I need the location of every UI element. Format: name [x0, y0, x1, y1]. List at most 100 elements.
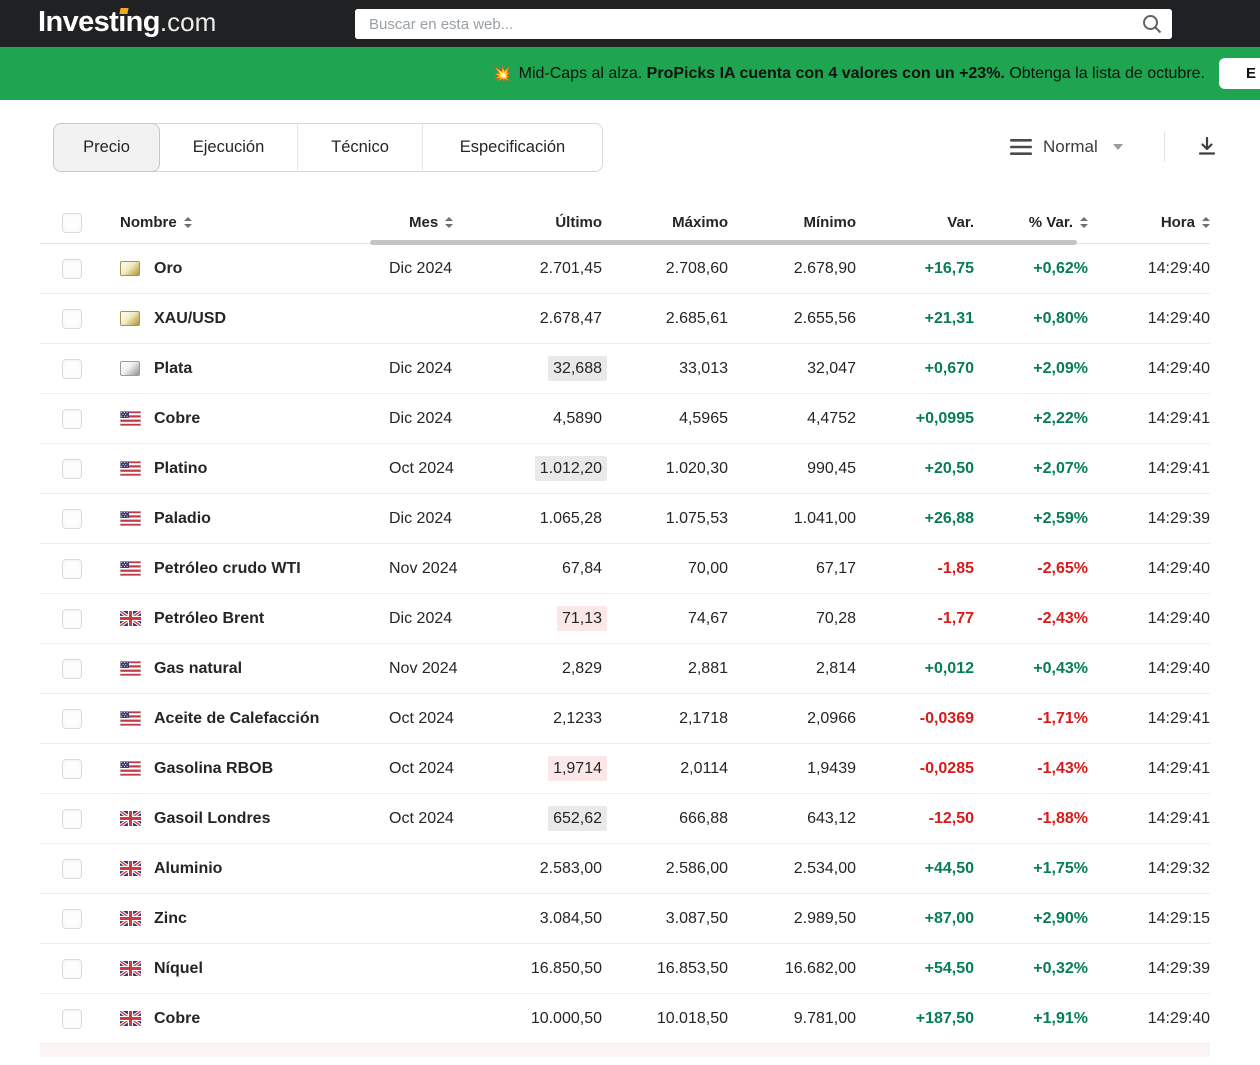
month-cell: Oct 2024 — [389, 459, 454, 477]
table-row[interactable]: Aluminio 2.583,00 2.586,00 2.534,00 +44,… — [40, 844, 1210, 894]
firecracker-icon: 💥 — [492, 65, 512, 83]
commodity-name-link[interactable]: Petróleo crudo WTI — [154, 559, 301, 577]
sort-arrows-icon — [445, 217, 454, 228]
search-icon[interactable] — [1141, 13, 1163, 35]
column-header-nombre[interactable]: Nombre — [100, 214, 349, 231]
table-row[interactable]: Paladio Dic 2024 1.065,28 1.075,53 1.041… — [40, 494, 1210, 544]
download-button[interactable] — [1193, 133, 1221, 161]
header-checkbox-cell — [40, 212, 100, 233]
search-input[interactable] — [355, 9, 1172, 39]
table-row[interactable]: Cobre 10.000,50 10.018,50 9.781,00 +187,… — [40, 994, 1210, 1044]
us-flag-icon — [120, 761, 141, 776]
silver-bar-icon — [120, 361, 141, 376]
row-checkbox[interactable] — [62, 558, 82, 579]
column-header-minimo[interactable]: Mínimo — [728, 214, 857, 231]
row-checkbox[interactable] — [62, 708, 82, 729]
commodity-name-link[interactable]: Plata — [154, 359, 193, 377]
tab-group: Precio Ejecución Técnico Especificación — [53, 123, 603, 172]
column-header-var-[interactable]: Var. — [856, 214, 974, 231]
commodity-name-link[interactable]: Platino — [154, 459, 208, 477]
table-row[interactable]: Aceite de Calefacción Oct 2024 2,1233 2,… — [40, 694, 1210, 744]
row-checkbox[interactable] — [62, 608, 82, 629]
table-row[interactable]: Níquel 16.850,50 16.853,50 16.682,00 +54… — [40, 944, 1210, 994]
last-cell: 2.678,47 — [539, 309, 602, 327]
commodity-name-link[interactable]: Cobre — [154, 1009, 201, 1027]
select-all-checkbox[interactable] — [62, 212, 82, 233]
change-cell: +0,670 — [924, 359, 974, 377]
column-header-hora[interactable]: Hora — [1088, 214, 1210, 231]
gold-bar-icon — [120, 311, 141, 326]
horizontal-scrollbar[interactable] — [370, 240, 1077, 245]
commodity-name-link[interactable]: Gasolina RBOB — [154, 759, 274, 777]
change-pct-cell: +2,59% — [1033, 509, 1088, 527]
high-cell: 16.853,50 — [656, 959, 728, 977]
table-row[interactable]: Gasolina RBOB Oct 2024 1,9714 2,0114 1,9… — [40, 744, 1210, 794]
last-cell: 1.065,28 — [539, 509, 602, 527]
commodity-name-link[interactable]: Gasoil Londres — [154, 809, 271, 827]
tab-tecnico[interactable]: Técnico — [298, 124, 423, 171]
table-row[interactable]: Plata Dic 2024 32,688 33,013 32,047 +0,6… — [40, 344, 1210, 394]
tab-precio[interactable]: Precio — [53, 123, 160, 172]
row-checkbox[interactable] — [62, 508, 82, 529]
commodity-name-link[interactable]: Petróleo Brent — [154, 609, 265, 627]
row-checkbox[interactable] — [62, 458, 82, 479]
view-mode-button[interactable]: Normal — [1010, 133, 1123, 161]
row-checkbox[interactable] — [62, 658, 82, 679]
table-row[interactable]: Petróleo crudo WTI Nov 2024 67,84 70,00 … — [40, 544, 1210, 594]
row-checkbox[interactable] — [62, 258, 82, 279]
low-cell: 1,9439 — [807, 759, 856, 777]
row-checkbox[interactable] — [62, 358, 82, 379]
row-checkbox[interactable] — [62, 408, 82, 429]
row-checkbox[interactable] — [62, 1008, 82, 1029]
month-cell: Dic 2024 — [389, 259, 453, 277]
commodity-name-link[interactable]: Paladio — [154, 509, 211, 527]
commodity-name-link[interactable]: XAU/USD — [154, 309, 227, 327]
tab-ejecucion[interactable]: Ejecución — [160, 124, 298, 171]
banner-cta-button[interactable]: E — [1219, 58, 1260, 89]
table-row[interactable]: Oro Dic 2024 2.701,45 2.708,60 2.678,90 … — [40, 244, 1210, 294]
tab-especificacion[interactable]: Especificación — [423, 124, 602, 171]
sort-arrows-icon — [183, 217, 192, 228]
commodity-name-link[interactable]: Zinc — [154, 909, 187, 927]
table-row[interactable]: XAU/USD 2.678,47 2.685,61 2.655,56 +21,3… — [40, 294, 1210, 344]
high-cell: 3.087,50 — [665, 909, 728, 927]
change-pct-cell: -1,71% — [1037, 709, 1088, 727]
change-pct-cell: +0,62% — [1033, 259, 1088, 277]
commodity-name-link[interactable]: Níquel — [154, 959, 203, 977]
time-cell: 14:29:39 — [1147, 959, 1210, 977]
search-box — [355, 9, 1172, 39]
commodity-name-link[interactable]: Oro — [154, 259, 183, 277]
row-checkbox[interactable] — [62, 908, 82, 929]
column-header-mes[interactable]: Mes — [349, 214, 475, 231]
commodity-name-link[interactable]: Gas natural — [154, 659, 243, 677]
month-cell: Dic 2024 — [389, 409, 453, 427]
table-row[interactable]: Gasoil Londres Oct 2024 652,62 666,88 64… — [40, 794, 1210, 844]
logo[interactable]: Investing .com — [38, 6, 216, 39]
column-header-maximo[interactable]: Máximo — [602, 214, 728, 231]
row-checkbox[interactable] — [62, 308, 82, 329]
column-label: Nombre — [120, 214, 177, 231]
column-header--var-[interactable]: % Var. — [974, 214, 1088, 231]
commodity-name-link[interactable]: Cobre — [154, 409, 201, 427]
commodity-name-link[interactable]: Aceite de Calefacción — [154, 709, 320, 727]
table-row[interactable]: Platino Oct 2024 1.012,20 1.020,30 990,4… — [40, 444, 1210, 494]
table-row[interactable]: Zinc 3.084,50 3.087,50 2.989,50 +87,00 +… — [40, 894, 1210, 944]
month-cell: Oct 2024 — [389, 809, 454, 827]
download-icon — [1198, 136, 1216, 155]
row-checkbox[interactable] — [62, 808, 82, 829]
commodity-name-link[interactable]: Aluminio — [154, 859, 223, 877]
row-checkbox[interactable] — [62, 858, 82, 879]
table-row[interactable]: Petróleo Brent Dic 2024 71,13 74,67 70,2… — [40, 594, 1210, 644]
table-row[interactable]: Cobre Dic 2024 4,5890 4,5965 4,4752 +0,0… — [40, 394, 1210, 444]
row-checkbox[interactable] — [62, 958, 82, 979]
high-cell: 70,00 — [687, 559, 728, 577]
column-header-ultimo[interactable]: Último — [475, 214, 602, 231]
row-checkbox[interactable] — [62, 758, 82, 779]
table-row[interactable]: Gas natural Nov 2024 2,829 2,881 2,814 +… — [40, 644, 1210, 694]
rows-layout-icon — [1010, 139, 1032, 155]
month-cell: Nov 2024 — [389, 659, 458, 677]
change-pct-cell: +0,80% — [1033, 309, 1088, 327]
change-cell: -0,0285 — [919, 759, 974, 777]
change-pct-cell: +2,22% — [1033, 409, 1088, 427]
low-cell: 2.655,56 — [793, 309, 856, 327]
